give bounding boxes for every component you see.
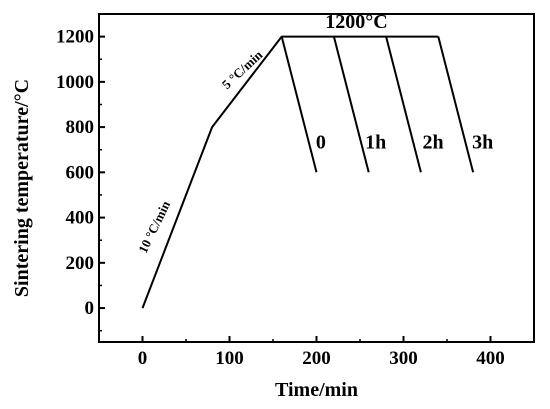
x-tick-label: 400	[476, 348, 505, 369]
chart-annotation: 5 °C/min	[219, 47, 266, 92]
heating-profile-line	[141, 35, 439, 309]
chart-annotation: 1h	[365, 132, 386, 154]
series-lines	[141, 35, 475, 309]
annotations: 10 °C/min 5 °C/min 1200°C 0 1h 2h 3h	[135, 11, 493, 255]
chart-annotation: 10 °C/min	[135, 198, 173, 256]
chart-annotation: 3h	[472, 132, 493, 154]
cooling-line	[437, 36, 475, 173]
y-axis-label: Sintering temperature/°C	[11, 79, 33, 297]
y-tick-label: 0	[85, 298, 95, 319]
cooling-line	[385, 36, 422, 173]
cooling-line	[280, 36, 318, 173]
axis-ticks: 0 100 200 300 400 0 200 400 600 800 1000 1200	[56, 13, 535, 369]
x-tick-label: 100	[215, 348, 244, 369]
y-tick-label: 600	[66, 162, 95, 183]
x-tick-label: 300	[389, 348, 418, 369]
x-axis-label: Time/min	[275, 379, 358, 401]
y-tick-label: 800	[66, 117, 95, 138]
chart-annotation: 1200°C	[325, 11, 387, 33]
cooling-line	[332, 36, 370, 173]
plot-axes	[98, 13, 535, 343]
plot-frame	[98, 13, 535, 343]
chart-annotation: 0	[316, 132, 326, 154]
y-tick-label: 200	[66, 253, 95, 274]
chart-annotation: 2h	[423, 132, 444, 154]
y-tick-label: 1200	[56, 27, 94, 48]
y-tick-label: 1000	[56, 72, 94, 93]
x-tick-label: 200	[302, 348, 331, 369]
y-tick-label: 400	[66, 208, 95, 229]
x-tick-label: 0	[138, 348, 148, 369]
